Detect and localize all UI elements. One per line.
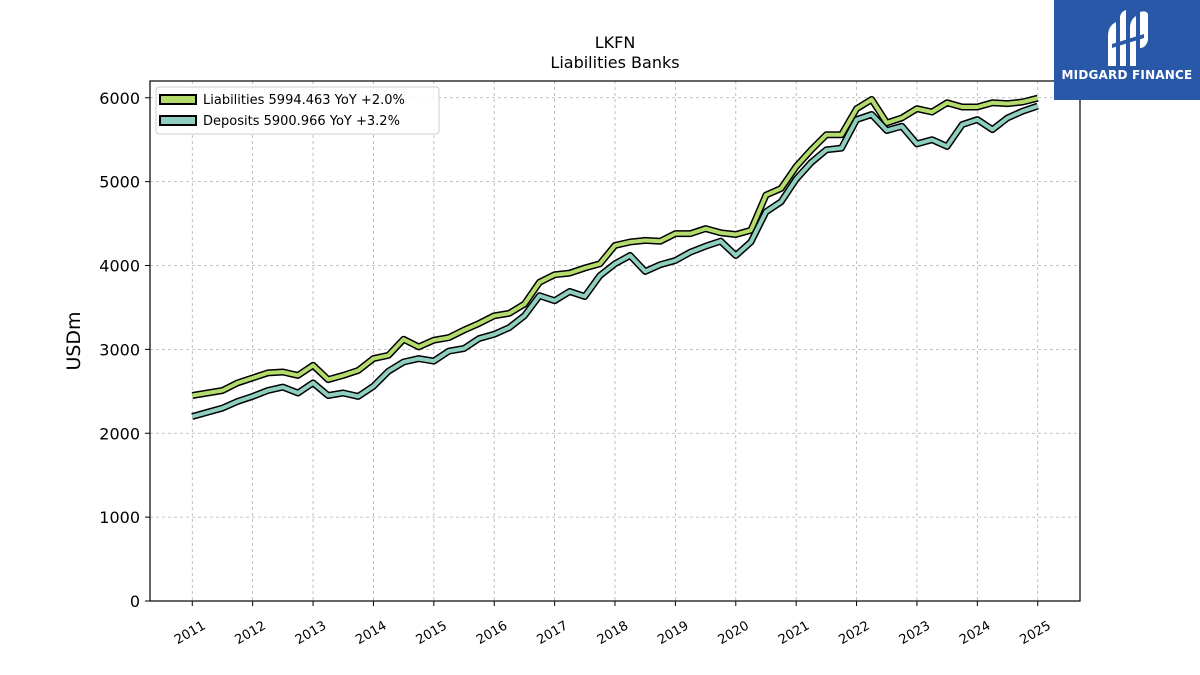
x-tick-label: 2023 xyxy=(897,618,933,648)
y-tick-label: 5000 xyxy=(99,173,140,192)
x-tick-label: 2012 xyxy=(233,618,269,648)
series-line-liabilities xyxy=(191,96,1039,398)
x-tick-label: 2011 xyxy=(172,618,208,648)
x-tick-label: 2020 xyxy=(716,618,752,648)
x-tick-label: 2016 xyxy=(474,618,510,648)
legend-swatch-liabilities xyxy=(159,94,197,105)
midgard-logo-icon xyxy=(1108,10,1148,66)
x-tick-label: 2019 xyxy=(655,618,691,648)
y-tick-label: 3000 xyxy=(99,340,140,359)
x-tick-label: 2017 xyxy=(534,618,570,648)
x-tick-label: 2013 xyxy=(293,618,329,648)
x-tick-label: 2022 xyxy=(836,618,872,648)
x-tick-label: 2015 xyxy=(414,618,450,648)
chart-subtitle: Liabilities Banks xyxy=(550,53,679,72)
legend-box xyxy=(155,86,440,135)
legend: Liabilities 5994.463 YoY +2.0% Deposits … xyxy=(155,86,440,135)
x-tick-label: 2014 xyxy=(353,618,389,648)
brand-logo: MIDGARD FINANCE xyxy=(1054,0,1200,100)
y-axis-label: USDm xyxy=(63,311,85,370)
series-lines xyxy=(191,94,1039,420)
legend-swatch-deposits xyxy=(159,115,197,126)
x-tick-label: 2018 xyxy=(595,618,631,648)
x-tick-label: 2025 xyxy=(1018,618,1054,648)
chart-title: LKFN xyxy=(595,33,636,52)
series-line-deposits xyxy=(191,104,1039,419)
y-tick-label: 2000 xyxy=(99,424,140,443)
y-tick-label: 1000 xyxy=(99,508,140,527)
y-tick-label: 4000 xyxy=(99,257,140,276)
x-tick-label: 2021 xyxy=(776,618,812,648)
y-tick-label: 6000 xyxy=(99,89,140,108)
y-axis: 0 1000 2000 3000 4000 5000 6000 xyxy=(99,89,150,611)
grid xyxy=(150,81,1080,602)
x-tick-label: 2024 xyxy=(957,618,993,648)
legend-label-deposits: Deposits 5900.966 YoY +3.2% xyxy=(203,114,400,129)
y-tick-label: 0 xyxy=(130,592,140,611)
brand-name: MIDGARD FINANCE xyxy=(1061,68,1193,82)
legend-label-liabilities: Liabilities 5994.463 YoY +2.0% xyxy=(203,93,405,108)
x-axis: 2011 2012 2013 2014 2015 2016 2017 2018 2019 2020… xyxy=(172,601,1054,648)
